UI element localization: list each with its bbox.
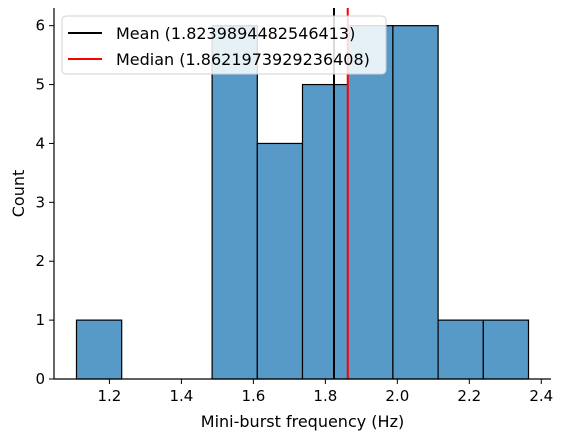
legend-label-mean: Mean (1.8239894482546413) [116,24,355,43]
legend-label-median: Median (1.8621973929236408) [116,50,370,69]
histogram-bar [347,25,394,380]
x-tick-label: 1.2 [97,387,121,405]
x-axis-label: Mini-burst frequency (Hz) [201,412,404,431]
y-tick-label: 3 [35,193,45,211]
histogram-bar [392,25,439,380]
legend: Mean (1.8239894482546413) Median (1.8621… [61,15,387,75]
axes-group [53,8,551,380]
histogram-bar [75,319,123,380]
y-tick-label: 5 [35,76,45,94]
x-tick-label: 2.4 [529,387,553,405]
x-tick-label: 2.0 [385,387,409,405]
x-tick-label: 1.6 [241,387,265,405]
histogram-bar [211,25,258,380]
y-tick-label: 2 [35,252,45,270]
ticks-group: 1.2 1.4 1.6 1.8 2.0 2.2 2.4 0 1 2 3 4 5 6 [35,17,553,405]
bars-group [75,25,530,380]
y-axis-label: Count [9,170,28,218]
y-tick-label: 4 [35,134,45,152]
x-tick-label: 2.2 [457,387,481,405]
x-tick-label: 1.8 [313,387,337,405]
y-tick-label: 0 [35,370,45,388]
y-tick-label: 1 [35,311,45,329]
histogram-bar [482,319,530,380]
histogram-bar [301,83,349,380]
histogram-bar [437,319,484,380]
x-tick-label: 1.4 [169,387,193,405]
legend-box [61,15,387,75]
histogram-bar [256,142,304,380]
y-tick-label: 6 [35,17,45,35]
